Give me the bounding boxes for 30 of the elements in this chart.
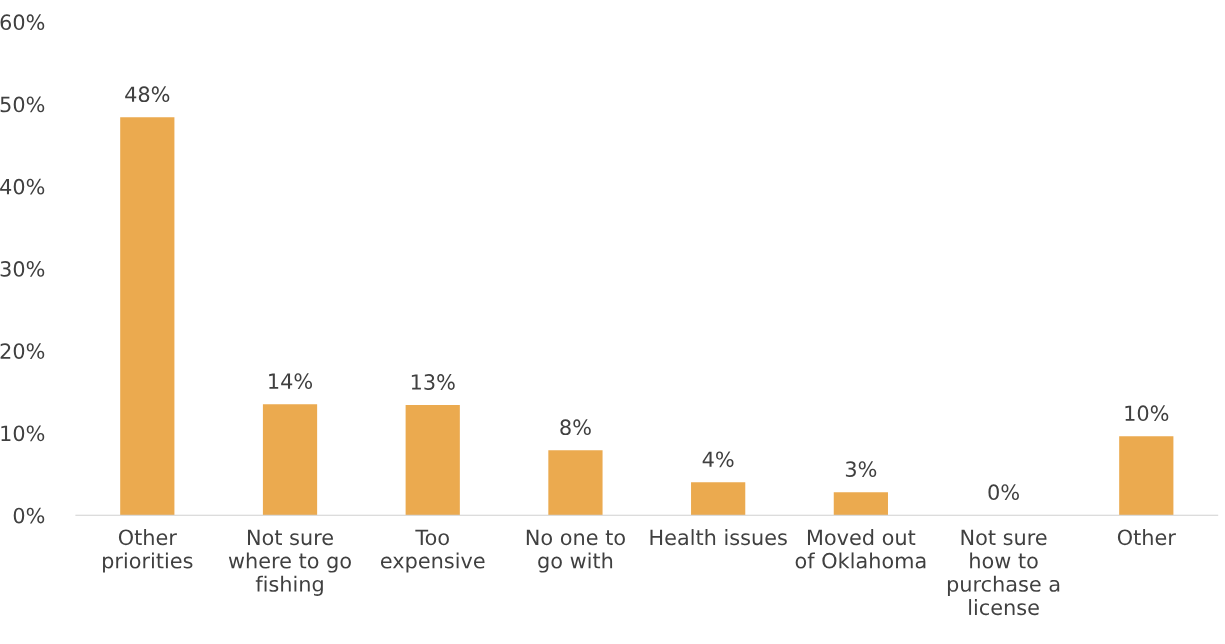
y-tick-label: 50% bbox=[0, 96, 45, 113]
bar bbox=[833, 492, 888, 516]
bar bbox=[1119, 436, 1174, 516]
x-tick-label: Health issues bbox=[650, 529, 787, 546]
x-tick-label: Other priorities bbox=[103, 529, 193, 573]
bar bbox=[405, 405, 460, 516]
x-tick-label: Not sure how to purchase a license bbox=[947, 529, 1060, 616]
x-tick-label: Moved out of Oklahoma bbox=[795, 529, 926, 569]
y-tick-label: 40% bbox=[0, 178, 45, 195]
x-tick-label: Other bbox=[1117, 529, 1176, 546]
data-label: 8% bbox=[560, 419, 591, 436]
bar bbox=[262, 404, 318, 516]
x-tick-label: No one to go with bbox=[526, 529, 625, 573]
y-tick-label: 20% bbox=[0, 343, 45, 359]
data-label: 48% bbox=[125, 86, 170, 103]
y-tick-label: 0% bbox=[13, 507, 45, 524]
bar bbox=[548, 450, 603, 516]
bar bbox=[691, 482, 746, 516]
y-tick-label: 60% bbox=[0, 14, 45, 31]
data-label: 3% bbox=[845, 461, 877, 478]
x-tick-label: Not sure where to go fishing bbox=[228, 529, 351, 596]
x-tick-label: Too expensive bbox=[380, 529, 485, 573]
bar bbox=[120, 117, 175, 516]
data-label: 0% bbox=[988, 484, 1019, 501]
data-label: 10% bbox=[1125, 405, 1169, 422]
y-tick-label: 10% bbox=[1, 425, 45, 442]
data-label: 14% bbox=[269, 373, 313, 390]
data-label: 4% bbox=[702, 451, 734, 468]
data-label: 13% bbox=[411, 374, 455, 390]
y-tick-label: 30% bbox=[0, 261, 45, 277]
